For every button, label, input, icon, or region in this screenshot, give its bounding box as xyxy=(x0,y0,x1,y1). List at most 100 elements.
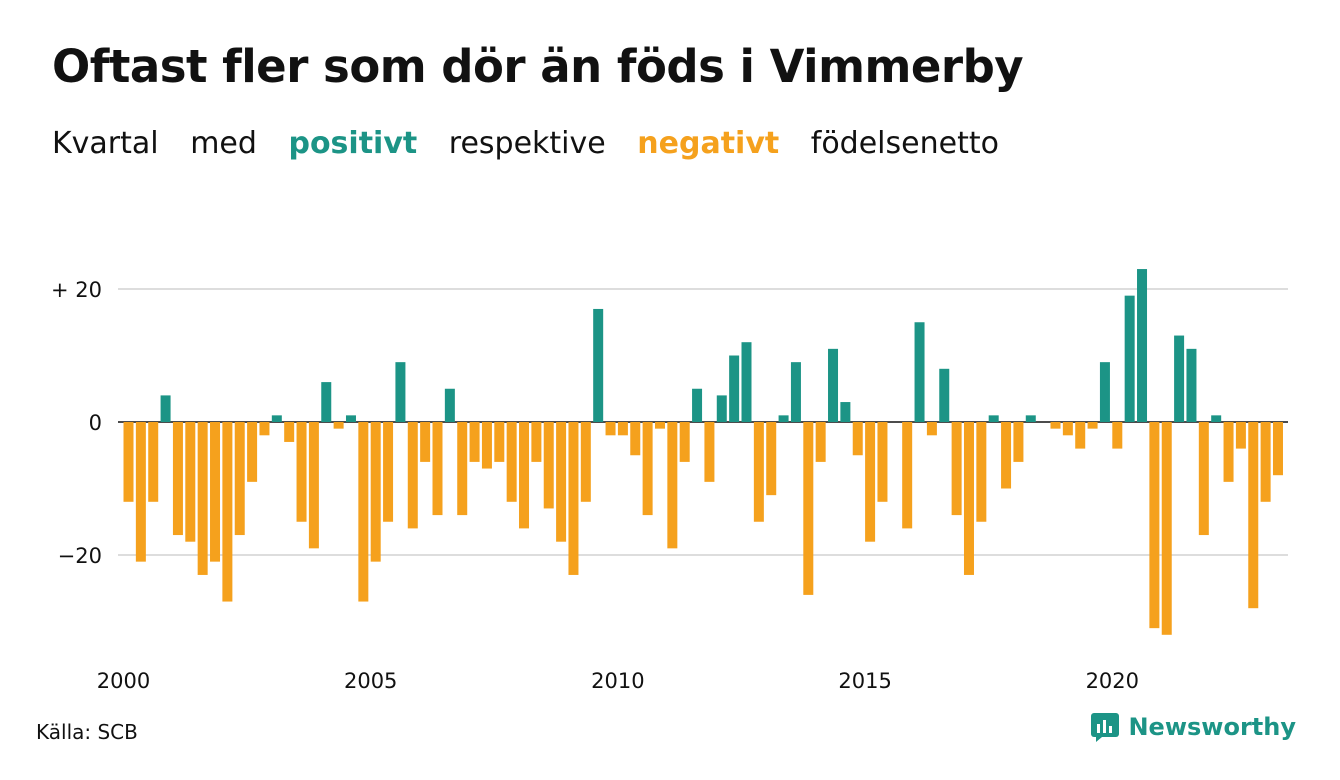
subtitle-text-respektive: respektive xyxy=(448,126,606,161)
bar-positive xyxy=(1025,415,1036,422)
bar-negative xyxy=(531,422,542,462)
chart-subtitle: Kvartal med positivt respektive negativt… xyxy=(52,126,1021,161)
bar-negative xyxy=(617,422,628,436)
bar-negative xyxy=(284,422,295,442)
bar-negative xyxy=(543,422,554,509)
bar-negative xyxy=(865,422,876,542)
bar-negative xyxy=(951,422,962,516)
bar-positive xyxy=(1137,269,1148,422)
bar-negative xyxy=(172,422,183,536)
bar-negative xyxy=(1149,422,1160,629)
bar-negative xyxy=(296,422,307,522)
bar-negative xyxy=(185,422,196,542)
bar-negative xyxy=(494,422,505,462)
bar-positive xyxy=(1186,348,1197,422)
bar-negative xyxy=(556,422,567,542)
brand-name: Newsworthy xyxy=(1128,713,1296,741)
source-note: Källa: SCB xyxy=(36,720,138,744)
bar-negative xyxy=(654,422,665,429)
subtitle-text-fodelsenetto: födelsenetto xyxy=(810,126,999,161)
bar-positive xyxy=(444,388,455,422)
bar-negative xyxy=(481,422,492,469)
bar-negative xyxy=(1161,422,1172,635)
bar-negative xyxy=(148,422,159,502)
x-tick-label: 2020 xyxy=(1086,669,1139,693)
bar-negative xyxy=(1260,422,1271,502)
bar-positive xyxy=(716,395,727,422)
bar-negative xyxy=(519,422,530,529)
bar-positive xyxy=(1174,335,1185,422)
x-tick-label: 2015 xyxy=(838,669,891,693)
bar-negative xyxy=(1198,422,1209,536)
bar-negative xyxy=(432,422,443,516)
bar-negative xyxy=(753,422,764,522)
bar-negative xyxy=(704,422,715,482)
bar-positive xyxy=(828,348,839,422)
bar-positive xyxy=(271,415,282,422)
x-tick-label: 2010 xyxy=(591,669,644,693)
bar-positive xyxy=(593,308,604,422)
bar-negative xyxy=(247,422,258,482)
bar-negative xyxy=(815,422,826,462)
x-tick-label: 2000 xyxy=(97,669,150,693)
bar-negative xyxy=(963,422,974,575)
bar-positive xyxy=(1124,295,1135,422)
bar-positive xyxy=(778,415,789,422)
bar-negative xyxy=(308,422,319,549)
bar-positive xyxy=(790,362,801,422)
bar-negative xyxy=(457,422,468,516)
bar-negative xyxy=(123,422,134,502)
bar-negative xyxy=(1013,422,1024,462)
bar-negative xyxy=(667,422,678,549)
bar-negative xyxy=(976,422,987,522)
bar-negative xyxy=(803,422,814,595)
bar-negative xyxy=(1062,422,1073,436)
bar-negative xyxy=(333,422,344,429)
bar-negative xyxy=(568,422,579,575)
bar-negative xyxy=(370,422,381,562)
bar-negative xyxy=(210,422,221,562)
bar-positive xyxy=(692,388,703,422)
bar-negative xyxy=(926,422,937,436)
bar-negative xyxy=(506,422,517,502)
bar-negative xyxy=(902,422,913,529)
x-tick-label: 2005 xyxy=(344,669,397,693)
brand-logo: Newsworthy xyxy=(1090,712,1296,742)
y-tick-label: −20 xyxy=(58,544,102,568)
bar-negative xyxy=(642,422,653,516)
bar-positive xyxy=(395,362,406,422)
bar-positive xyxy=(321,382,332,422)
bar-negative xyxy=(222,422,233,602)
bar-negative xyxy=(234,422,245,536)
bar-negative xyxy=(197,422,208,575)
bar-negative xyxy=(1223,422,1234,482)
bar-negative xyxy=(1112,422,1123,449)
bar-negative xyxy=(259,422,270,436)
bar-negative xyxy=(135,422,146,562)
newsworthy-logo-icon xyxy=(1091,713,1120,742)
bar-positive xyxy=(840,402,851,422)
bar-negative xyxy=(420,422,431,462)
subtitle-positive-label: positivt xyxy=(288,126,418,161)
bar-negative xyxy=(1248,422,1259,609)
bar-positive xyxy=(729,355,740,422)
bar-positive xyxy=(988,415,999,422)
bar-negative xyxy=(630,422,641,456)
bar-positive xyxy=(741,342,752,422)
bar-negative xyxy=(1075,422,1086,449)
subtitle-negative-label: negativt xyxy=(637,126,780,161)
subtitle-text-kvartal: Kvartal xyxy=(52,126,159,161)
bar-positive xyxy=(939,368,950,422)
bar-positive xyxy=(1099,362,1110,422)
chart-title: Oftast fler som dör än föds i Vimmerby xyxy=(52,40,1024,93)
bar-negative xyxy=(580,422,591,502)
bar-negative xyxy=(469,422,480,462)
bar-negative xyxy=(1272,422,1283,476)
bar-positive xyxy=(160,395,171,422)
bar-positive xyxy=(345,415,356,422)
bar-negative xyxy=(852,422,863,456)
bar-negative xyxy=(877,422,888,502)
bar-negative xyxy=(1235,422,1246,449)
subtitle-text-med: med xyxy=(190,126,257,161)
